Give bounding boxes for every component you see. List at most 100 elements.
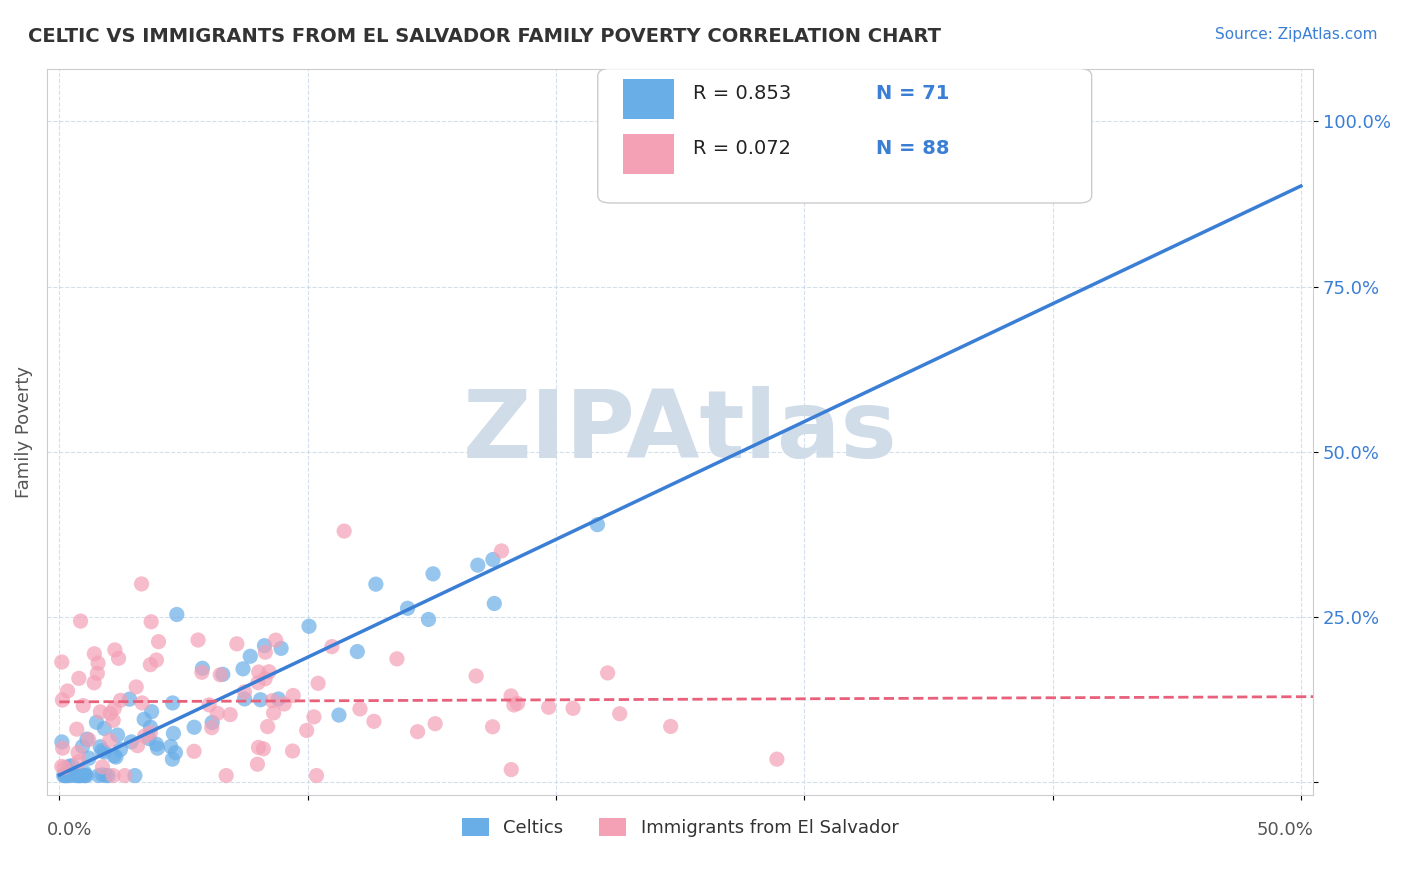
Legend: Celtics, Immigrants from El Salvador: Celtics, Immigrants from El Salvador — [454, 811, 905, 845]
Point — [246, 757, 269, 772]
Point — [422, 566, 444, 581]
Point — [249, 692, 271, 706]
Point — [51, 735, 73, 749]
Point — [97, 768, 120, 782]
Point — [333, 524, 356, 538]
Point — [385, 652, 408, 666]
Point — [131, 696, 153, 710]
Point — [131, 577, 153, 591]
Point — [104, 750, 127, 764]
Point — [501, 763, 523, 777]
Point — [139, 615, 162, 629]
Point — [396, 601, 419, 615]
Point — [56, 684, 79, 698]
Point — [211, 667, 233, 681]
Point — [104, 643, 127, 657]
Point — [298, 619, 321, 633]
Text: N = 88: N = 88 — [876, 139, 950, 158]
Point — [67, 746, 90, 760]
Point — [146, 741, 169, 756]
Point — [87, 656, 110, 670]
Point — [183, 720, 205, 734]
Point — [247, 675, 270, 690]
Point — [110, 693, 132, 707]
Text: R = 0.072: R = 0.072 — [693, 139, 790, 158]
Point — [321, 640, 343, 654]
Y-axis label: Family Poverty: Family Poverty — [15, 366, 32, 498]
Point — [145, 737, 167, 751]
Text: Source: ZipAtlas.com: Source: ZipAtlas.com — [1215, 27, 1378, 42]
Point — [91, 768, 114, 782]
Point — [281, 744, 304, 758]
Point — [363, 714, 385, 729]
Point — [107, 728, 129, 742]
Point — [283, 689, 305, 703]
Point — [103, 714, 125, 728]
Point — [141, 705, 163, 719]
Point — [77, 732, 100, 747]
Point — [499, 689, 522, 703]
Point — [87, 768, 110, 782]
Point — [51, 759, 73, 773]
Point — [91, 743, 114, 757]
Text: ZIPAtlas: ZIPAtlas — [463, 386, 897, 478]
Point — [166, 607, 188, 622]
Point — [91, 760, 114, 774]
Point — [364, 577, 387, 591]
Point — [73, 768, 96, 782]
Point — [225, 637, 247, 651]
FancyBboxPatch shape — [623, 79, 673, 120]
Point — [134, 729, 156, 743]
Point — [252, 741, 274, 756]
Text: 0.0%: 0.0% — [46, 821, 93, 838]
Point — [148, 634, 170, 648]
Point — [101, 768, 124, 782]
Point — [254, 645, 277, 659]
Point — [83, 675, 105, 690]
Point — [76, 732, 98, 747]
Point — [302, 710, 325, 724]
Point — [67, 768, 90, 782]
Point — [232, 662, 254, 676]
Point — [52, 741, 75, 756]
Point — [766, 752, 789, 766]
Point — [239, 649, 262, 664]
Point — [207, 706, 229, 721]
Point — [69, 768, 91, 782]
Point — [596, 665, 619, 680]
Point — [187, 633, 209, 648]
Point — [73, 765, 96, 780]
Point — [465, 669, 488, 683]
FancyBboxPatch shape — [598, 69, 1091, 203]
Point — [65, 768, 87, 782]
Point — [263, 706, 285, 720]
Point — [107, 651, 129, 665]
Point — [66, 722, 89, 736]
Point — [51, 655, 73, 669]
Point — [191, 665, 214, 680]
Point — [53, 768, 76, 782]
Point — [346, 644, 368, 658]
Point — [254, 672, 277, 686]
Point — [139, 726, 162, 740]
Point — [86, 666, 108, 681]
Point — [93, 722, 115, 736]
Point — [586, 517, 609, 532]
Point — [537, 700, 560, 714]
Point — [198, 698, 221, 712]
Point — [482, 552, 505, 566]
Point — [72, 739, 94, 754]
Point — [72, 698, 94, 713]
Point — [183, 744, 205, 758]
Point — [502, 698, 524, 712]
Point — [94, 768, 117, 782]
Point — [103, 701, 125, 715]
Point — [125, 680, 148, 694]
Point — [103, 748, 125, 763]
Point — [124, 768, 146, 782]
Point — [162, 696, 184, 710]
Point — [139, 657, 162, 672]
Point — [98, 706, 121, 721]
Point — [215, 768, 238, 782]
Point — [201, 721, 224, 735]
